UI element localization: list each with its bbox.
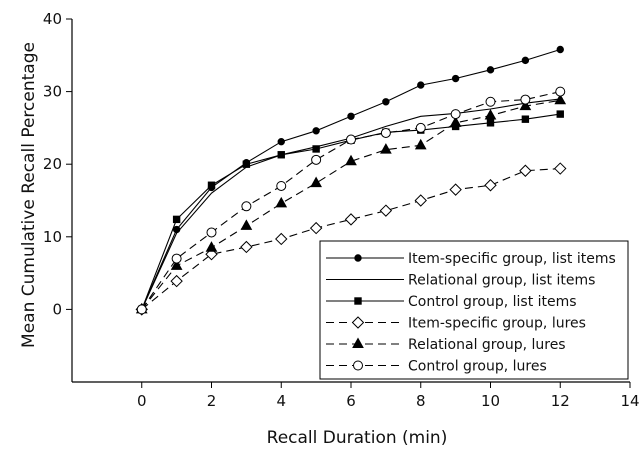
data-point-circle <box>346 134 356 145</box>
x-tick-label: 12 <box>551 392 570 410</box>
y-tick-label: 10 <box>43 228 62 246</box>
y-tick-label: 20 <box>43 155 62 173</box>
data-point-diamond <box>344 213 358 226</box>
x-tick-label: 4 <box>276 392 286 410</box>
y-tick-label: 0 <box>52 300 62 318</box>
data-point-circle <box>353 360 363 371</box>
data-point-square <box>521 115 530 123</box>
x-axis-label: Recall Duration (min) <box>267 428 448 448</box>
data-point-square <box>486 119 495 127</box>
data-point-circle <box>380 127 391 138</box>
x-tick-label: 0 <box>137 392 147 410</box>
data-point-circle <box>136 304 147 315</box>
legend: Item-specific group, list items Relationa… <box>319 240 629 380</box>
legend-label: Item-specific group, list items <box>408 251 616 267</box>
data-point-dot <box>347 112 355 120</box>
data-point-diamond <box>170 274 183 288</box>
x-tick-label: 14 <box>620 392 639 410</box>
data-point-diamond <box>309 221 323 235</box>
legend-label: Control group, lures <box>408 359 547 375</box>
data-point-triangle <box>275 196 288 208</box>
data-point-triangle <box>352 337 364 348</box>
data-point-diamond <box>275 232 288 246</box>
data-point-triangle <box>414 138 427 150</box>
data-point-dot <box>312 127 320 135</box>
data-point-triangle <box>554 93 567 105</box>
legend-label: Control group, list items <box>408 294 577 310</box>
y-tick-label: 30 <box>43 83 62 101</box>
data-point-circle <box>450 109 461 120</box>
data-point-diamond <box>351 316 365 329</box>
data-point-diamond <box>379 204 393 217</box>
data-point-circle <box>520 94 531 105</box>
series-group <box>135 45 567 316</box>
x-tick-label: 6 <box>346 392 356 410</box>
data-point-square <box>556 110 564 118</box>
data-point-dot <box>172 225 181 234</box>
x-tick-label: 2 <box>207 392 217 410</box>
data-point-diamond <box>240 240 253 254</box>
data-point-circle <box>555 86 566 97</box>
y-tick-label: 40 <box>43 10 62 28</box>
data-point-circle <box>241 201 252 212</box>
series-5 <box>135 93 567 314</box>
data-point-dot <box>382 98 390 106</box>
data-point-diamond <box>519 164 532 177</box>
series-6 <box>136 86 566 315</box>
x-tick-label: 10 <box>481 392 500 410</box>
data-point-triangle <box>484 109 497 120</box>
data-point-triangle <box>345 154 357 166</box>
data-point-diamond <box>449 183 462 196</box>
data-point-diamond <box>554 162 567 175</box>
data-point-circle <box>171 253 182 264</box>
data-point-dot <box>354 254 362 262</box>
data-point-dot <box>556 45 564 54</box>
data-point-triangle <box>205 241 218 252</box>
data-point-triangle <box>519 99 532 111</box>
legend-label: Item-specific group, lures <box>408 316 586 332</box>
data-point-square <box>242 160 251 168</box>
data-point-circle <box>276 180 287 191</box>
data-point-triangle <box>380 143 392 154</box>
data-point-circle <box>206 227 217 238</box>
data-point-triangle <box>310 176 322 188</box>
legend-box <box>319 240 629 380</box>
data-point-diamond <box>484 179 497 192</box>
data-point-dot <box>451 74 460 83</box>
data-point-square <box>172 215 181 224</box>
legend-label: Relational group, list items <box>408 273 595 289</box>
data-point-dot <box>486 66 495 74</box>
data-point-dot <box>277 137 285 146</box>
data-point-dot <box>417 81 425 89</box>
data-point-square <box>312 145 320 153</box>
data-point-square <box>207 181 216 189</box>
data-point-square <box>354 297 362 305</box>
data-point-triangle <box>240 219 253 230</box>
data-point-circle <box>311 154 322 165</box>
legend-label: Relational group, lures <box>408 337 566 353</box>
data-point-triangle <box>170 259 183 270</box>
y-axis-label: Mean Cumulative Recall Percentage <box>19 42 39 348</box>
data-point-dot <box>521 56 530 65</box>
ticks: 0 2 4 6 8 10 12 14 0 10 20 30 40 <box>43 10 640 410</box>
data-point-diamond <box>414 194 427 207</box>
x-tick-label: 8 <box>416 392 426 410</box>
data-point-circle <box>415 122 426 133</box>
data-point-circle <box>485 96 496 107</box>
data-point-square <box>277 151 285 159</box>
data-point-triangle <box>449 116 462 127</box>
